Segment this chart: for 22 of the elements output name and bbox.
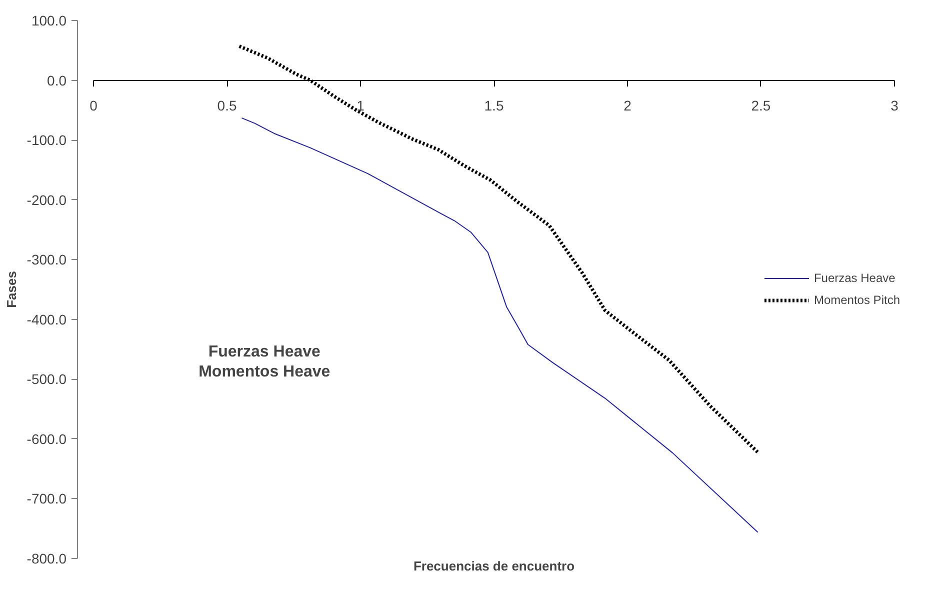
y-tick-label: -500.0 (26, 371, 67, 388)
x-tick-label: 1.5 (484, 97, 504, 114)
y-tick-label: -100.0 (26, 132, 67, 148)
x-tick-label: 0 (90, 97, 98, 114)
x-tick-label: 2.5 (751, 97, 771, 114)
y-tick-label: -200.0 (26, 192, 67, 208)
legend-label: Momentos Pitch (814, 293, 900, 307)
legend-label: Fuerzas Heave (814, 271, 896, 285)
x-axis-title: Frecuencias de encuentro (413, 558, 575, 574)
y-tick-label: 0.0 (47, 72, 67, 88)
y-tick-label: -400.0 (26, 311, 67, 328)
y-axis-title: Fases (4, 271, 19, 308)
annotation: Fuerzas Heave Momentos Heave (198, 343, 330, 381)
x-tick-label: 0.5 (217, 97, 237, 114)
y-tick-label: -800.0 (26, 550, 67, 566)
y-tick-label: -700.0 (26, 490, 67, 507)
y-tick-label: -300.0 (26, 252, 67, 268)
x-tick-label: 1 (356, 97, 365, 114)
y-tick-label: -600.0 (26, 430, 67, 447)
x-tick-label: 3 (890, 97, 899, 114)
x-tick-label: 2 (624, 97, 632, 114)
y-tick-label: 100.0 (31, 12, 67, 28)
